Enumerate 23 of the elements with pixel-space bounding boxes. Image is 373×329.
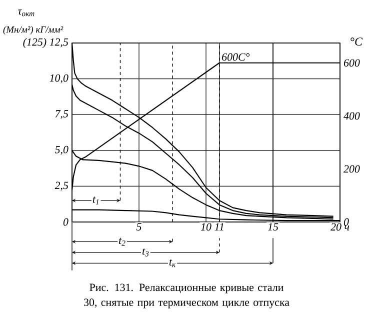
x-tick-label: 11 bbox=[214, 223, 224, 230]
x-tick-label: 15 bbox=[268, 223, 278, 231]
series-label: 600C° bbox=[222, 53, 250, 61]
y-axis-title: τ$_{окт}$ bbox=[18, 9, 34, 16]
x-tick-label: 10 bbox=[200, 223, 212, 231]
y2-tick-label: 600 bbox=[344, 59, 360, 67]
y2-tick-label: 0 bbox=[344, 218, 349, 226]
y2-axis-title: °C bbox=[350, 38, 363, 46]
text: t$_{3}$ bbox=[142, 248, 149, 256]
text: Рис. 131. Релаксационные кривые стали 30, снятые при термическом цикле отпуска bbox=[84, 284, 290, 308]
y2-tick-label: 400 bbox=[344, 112, 360, 120]
text: t$_{к}$ bbox=[169, 259, 176, 268]
y-tick-label: 0 bbox=[63, 218, 68, 226]
y-tick-label: 10,0 bbox=[50, 74, 68, 84]
y-tick-label: 7,5 bbox=[55, 110, 68, 120]
y2-tick-label: 200 bbox=[344, 165, 360, 173]
text: (Мн/м²) кГ/мм² bbox=[3, 26, 64, 35]
y-tick-label: (125) 12,5 bbox=[23, 38, 68, 48]
annotation: t$_{1}$ bbox=[92, 196, 98, 204]
x-tick-label: 5 bbox=[136, 223, 142, 230]
text: t$_{2}$ bbox=[119, 238, 126, 246]
y-tick-label: 5,0 bbox=[54, 146, 68, 155]
y-tick-label: 2,5 bbox=[54, 182, 68, 191]
